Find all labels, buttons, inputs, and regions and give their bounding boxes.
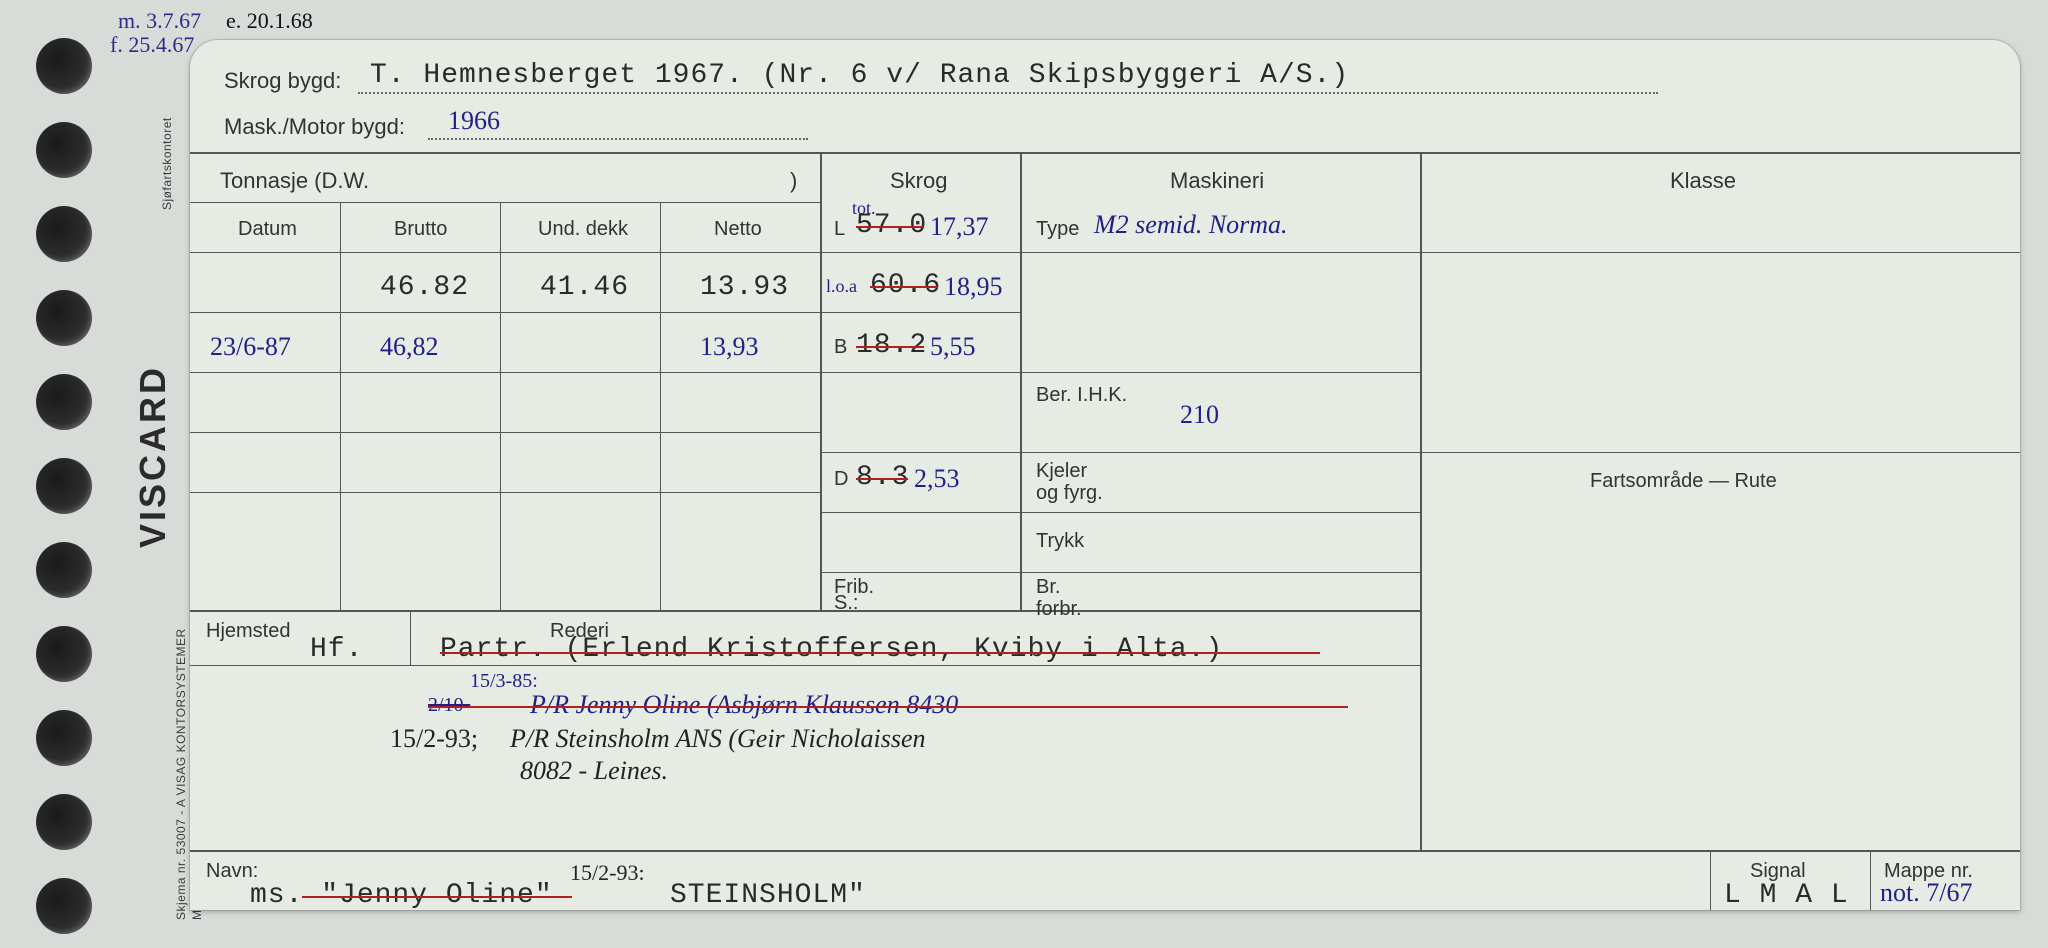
s-label: S.: — [834, 592, 858, 615]
binder-hole — [36, 794, 92, 850]
rederi-note1: P/R Jenny Oline (Asbjørn Klaussen 8430 — [530, 690, 958, 720]
value-mask-motor: 1966 — [448, 106, 500, 136]
col-datum: Datum — [238, 218, 297, 241]
r2-datum: 23/6-87 — [210, 332, 291, 362]
rule-h1 — [190, 152, 2020, 154]
rederi-date2: 15/2-93; — [390, 724, 478, 754]
side-text-line3: Sjøfartskontoret — [160, 117, 174, 210]
rederi-note2: P/R Steinsholm ANS (Geir Nicholaissen — [510, 724, 926, 754]
binder-hole — [36, 878, 92, 934]
r1-netto: 13.93 — [700, 272, 789, 303]
dim-D-over: 2,53 — [914, 464, 960, 494]
side-strip: VISCARD Skjema nr. 53007 - A VISAG KONTO… — [132, 40, 190, 880]
dim-Loa-over: 18,95 — [944, 272, 1003, 302]
rule-h8 — [190, 665, 1420, 666]
strike-Loa — [870, 286, 938, 288]
rule-v-datum — [340, 202, 341, 610]
title-klasse: Klasse — [1670, 168, 1736, 194]
anno-m-date: m. 3.7.67 — [118, 8, 201, 34]
binder-strip — [0, 0, 130, 948]
rule-h2 — [190, 252, 2020, 253]
col-brutto: Brutto — [394, 218, 447, 241]
index-card: Skrog bygd: T. Hemnesberget 1967. (Nr. 6… — [190, 40, 2020, 910]
r2-brutto: 46,82 — [380, 332, 439, 362]
brforbr-label: Br. forbr. — [1036, 576, 1082, 620]
dotted-mask-motor — [428, 138, 808, 140]
binder-hole — [36, 710, 92, 766]
rule-v-skrog-end — [1020, 152, 1022, 610]
binder-hole — [36, 38, 92, 94]
binder-hole — [36, 290, 92, 346]
rule-h9 — [190, 850, 2020, 852]
col-unddekk: Und. dekk — [538, 218, 628, 241]
kjeler-label: Kjeler og fyrg. — [1036, 460, 1103, 504]
rule-h7 — [190, 610, 1420, 612]
dim-L-label: L — [834, 218, 845, 241]
anno-f-date: f. 25.4.67 — [110, 32, 194, 58]
rule-h6 — [190, 492, 820, 493]
rule-v-mask-end — [1420, 152, 1422, 850]
rule-h4b — [820, 372, 1420, 373]
rederi-date1: 15/3-85: — [470, 670, 538, 693]
rederi-line1: Partr. (Erlend Kristoffersen, Kviby i Al… — [440, 634, 1223, 665]
hjemsted-value: Hf. — [310, 634, 363, 665]
rule-v-hjemsted — [410, 610, 411, 665]
type-label: Type — [1036, 218, 1079, 241]
binder-hole — [36, 626, 92, 682]
col-netto: Netto — [714, 218, 762, 241]
dim-B-label: B — [834, 336, 847, 359]
trykk-label: Trykk — [1036, 530, 1084, 553]
dim-L-over: 17,37 — [930, 212, 989, 242]
r1-brutto: 46.82 — [380, 272, 469, 303]
title-tonnasje-close: ) — [790, 168, 797, 194]
hjemsted-label: Hjemsted — [206, 620, 290, 643]
binder-hole — [36, 542, 92, 598]
navn-value: STEINSHOLM" — [670, 880, 866, 911]
value-skrog-bygd: T. Hemnesberget 1967. (Nr. 6 v/ Rana Ski… — [370, 60, 1349, 91]
type-value: M2 semid. Norma. — [1094, 210, 1288, 240]
binder-hole — [36, 122, 92, 178]
rule-h6b — [820, 512, 1420, 513]
strike-navn — [302, 896, 572, 898]
strike-D — [856, 478, 908, 480]
r1-unddekk: 41.46 — [540, 272, 629, 303]
rule-h5 — [190, 432, 820, 433]
title-maskineri: Maskineri — [1170, 168, 1264, 194]
brand-viscard: VISCARD — [132, 365, 174, 548]
rule-h6c — [820, 572, 1420, 573]
strike-B — [856, 346, 924, 348]
title-skrog: Skrog — [890, 168, 947, 194]
dim-B-over: 5,55 — [930, 332, 976, 362]
dim-Loa-label: l.o.a — [826, 276, 857, 297]
rule-v-brutto — [500, 202, 501, 610]
ber-ihk-value: 210 — [1180, 400, 1219, 430]
mappe-value: not. 7/67 — [1880, 878, 1972, 908]
signal-value: L M A L — [1724, 880, 1849, 911]
dotted-skrog-bygd — [358, 92, 1658, 94]
fartsomrade-label: Fartsområde — Rute — [1590, 470, 1777, 493]
rule-h2a — [190, 202, 820, 203]
binder-hole — [36, 374, 92, 430]
rule-h3 — [190, 312, 1020, 313]
rederi-note2b: 8082 - Leines. — [520, 756, 668, 786]
r2-netto: 13,93 — [700, 332, 759, 362]
strike-rederi1 — [440, 652, 1320, 654]
side-text-line1: Skjema nr. 53007 - A VISAG KONTORSYSTEME… — [174, 628, 188, 920]
dim-D-label: D — [834, 468, 848, 491]
navn-date: 15/2-93: — [570, 860, 645, 886]
title-tonnasje: Tonnasje (D.W. — [220, 168, 369, 194]
strike-L — [856, 226, 924, 228]
rule-v-signal — [1710, 850, 1711, 910]
strike-rederi-note1 — [428, 706, 1348, 708]
anno-e-date: e. 20.1.68 — [226, 8, 313, 34]
rule-v-unddekk — [660, 202, 661, 610]
binder-hole — [36, 206, 92, 262]
ber-ihk-label: Ber. I.H.K. — [1036, 384, 1127, 407]
rule-v-tonn-end — [820, 152, 822, 610]
rule-v-mappe — [1870, 850, 1871, 910]
label-mask-motor: Mask./Motor bygd: — [224, 114, 405, 140]
label-skrog-bygd: Skrog bygd: — [224, 68, 341, 94]
binder-hole — [36, 458, 92, 514]
